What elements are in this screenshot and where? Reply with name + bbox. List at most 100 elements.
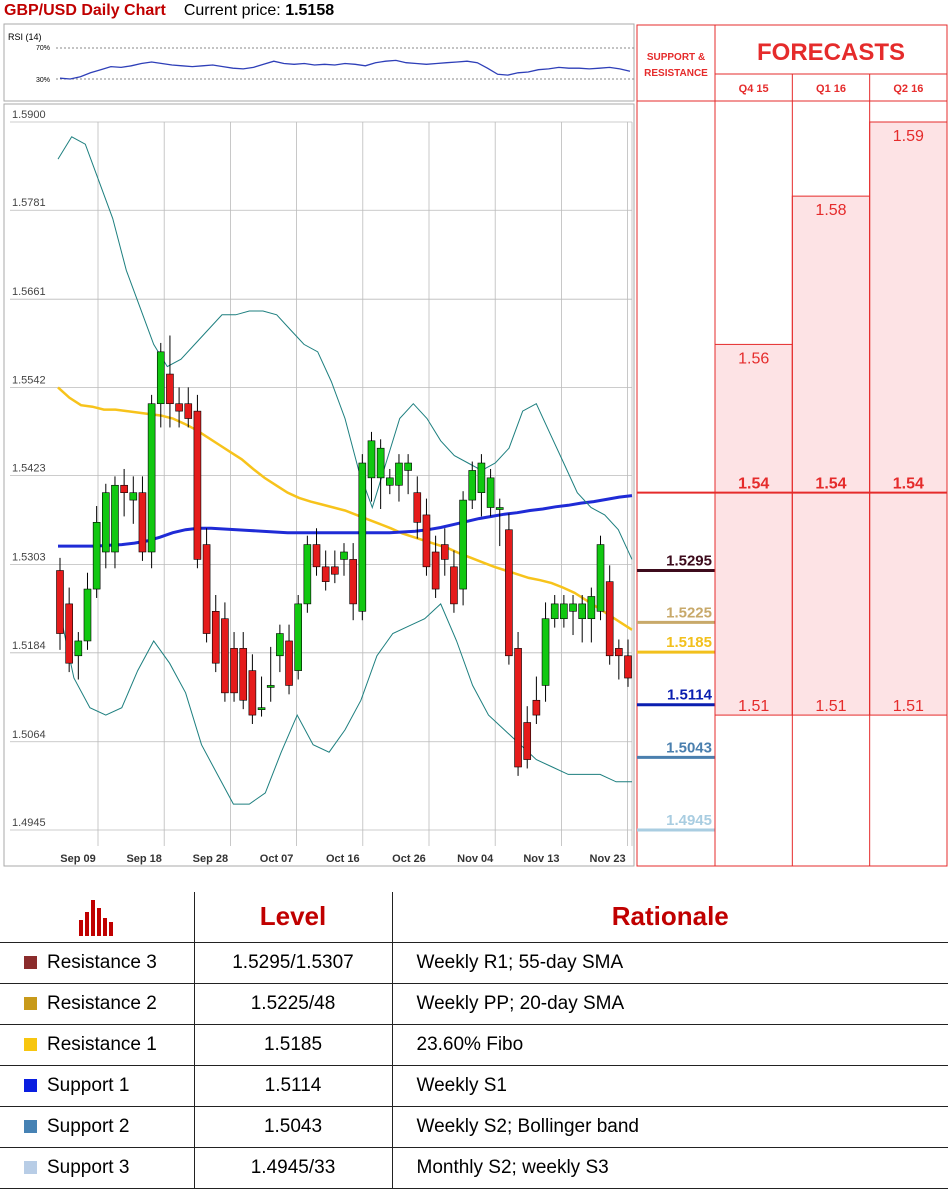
candle-body [331,566,339,575]
sr-header-line2: RESISTANCE [644,68,708,79]
forecast-range [714,343,793,716]
candle-body [624,655,632,679]
candle-body [386,477,394,486]
candle-body [230,648,238,694]
candle-body [367,440,376,479]
candle-body [92,522,101,590]
level-rationale: Weekly PP; 20-day SMA [391,983,948,1025]
level-value: 1.5295/1.5307 [193,942,392,984]
level-value: 1.5043 [193,1106,392,1148]
chart-grid: 1.5900 1.5781 1.5661 1.5542 1.5423 1.5303 1.51… [10,109,633,865]
level-swatch [24,996,37,1010]
table-row: Support 1 1.5114 Weekly S1 [0,1065,948,1107]
rsi-label: RSI (14) [8,32,42,42]
forecast-mid: 1.54 [815,476,846,493]
y-tick-label: 1.5900 [12,109,46,121]
table-row: Support 3 1.4945/33 Monthly S2; weekly S3 [0,1147,948,1189]
price-chart: RSI (14) 70% 30% 1.5900 1.5781 1.5661 1.554… [3,23,948,867]
level-name-cell: Resistance 3 [0,942,194,984]
candle-body [102,492,110,553]
level-value: 1.5225/48 [193,983,392,1025]
rsi-panel [3,23,635,102]
candle-body [431,551,440,590]
forecast-mid: 1.54 [738,476,769,493]
level-swatch [24,1078,37,1092]
x-tick-label: Oct 16 [326,853,360,865]
candle-body [211,610,220,664]
candles [56,335,632,776]
level-name-cell: Support 1 [0,1065,194,1107]
levels-table: Level Rationale Resistance 3 1.5295/1.530… [0,892,948,1189]
forecasts-title: FORECASTS [757,39,905,66]
sr-header-line1: SUPPORT & [647,52,705,63]
forecast-low: 1.51 [893,698,924,715]
rationale-header: Rationale [391,892,948,943]
candle-body [56,570,64,634]
level-rationale: 23.60% Fibo [391,1024,948,1066]
sr-level-label: 1.5185 [666,634,712,651]
x-tick-label: Nov 13 [523,853,559,865]
candle-body [560,603,568,620]
candle-body [312,544,321,568]
y-tick-label: 1.4945 [12,817,46,829]
table-header-row: Level Rationale [0,892,948,943]
level-value: 1.5114 [193,1065,392,1107]
sr-level-label: 1.5295 [666,553,712,570]
x-tick-label: Oct 07 [260,853,294,865]
candle-body [74,640,83,657]
level-value: 1.5185 [193,1024,392,1066]
rsi-upper-label: 70% [36,45,50,52]
rsi-line [59,59,631,80]
rsi-lower-label: 30% [36,77,50,84]
y-tick-label: 1.5303 [12,552,46,564]
candle-body [303,544,312,605]
level-swatch [24,1160,37,1174]
candle-body [294,603,302,671]
forecast-range [791,195,871,716]
sr-level-label: 1.4945 [666,812,712,829]
level-name: Resistance 3 [47,951,157,973]
candle-body [276,633,284,657]
indicator-line [57,603,632,805]
candle-body [166,373,174,405]
table-row: Resistance 3 1.5295/1.5307 Weekly R1; 55-d… [0,942,948,984]
candle-body [175,403,183,412]
candle-body [495,507,504,510]
bar-chart-icon [78,899,113,936]
y-tick-label: 1.5542 [12,374,46,386]
level-name-cell: Resistance 1 [0,1024,194,1066]
level-name: Support 1 [47,1074,130,1096]
candle-body [596,544,605,612]
candle-body [569,603,577,612]
x-tick-label: Sep 09 [60,853,95,865]
level-name-cell: Resistance 2 [0,983,194,1025]
indicator-line [57,136,633,560]
forecast-low: 1.51 [738,698,769,715]
candle-body [541,618,550,686]
candle-body [147,403,156,553]
x-tick-label: Sep 18 [126,853,161,865]
candle-body [358,462,367,612]
candle-body [395,462,403,486]
chart-title: GBP/USD Daily Chart [4,2,166,19]
candle-body [486,477,495,508]
y-tick-label: 1.5064 [12,729,46,741]
sr-levels: 1.5295 1.5225 1.5185 1.5114 1.5043 1.4945 [637,553,715,832]
bar-chart-icon-cell [0,892,194,943]
candle-body [505,529,513,657]
sr-level-label: 1.5225 [666,604,712,621]
forecast-mid: 1.54 [893,476,924,493]
table-row: Support 2 1.5043 Weekly S2; Bollinger band [0,1106,948,1148]
y-tick-label: 1.5184 [12,640,46,652]
candle-body [184,403,193,419]
candle-body [468,470,477,501]
x-tick-label: Oct 26 [392,853,426,865]
forecast-low: 1.51 [815,698,846,715]
candle-body [120,484,128,493]
candle-body [129,492,138,501]
candle-body [340,551,348,560]
candle-body [248,670,257,716]
candle-body [193,410,202,560]
level-name: Resistance 1 [47,1033,157,1055]
candle-body [459,499,467,590]
